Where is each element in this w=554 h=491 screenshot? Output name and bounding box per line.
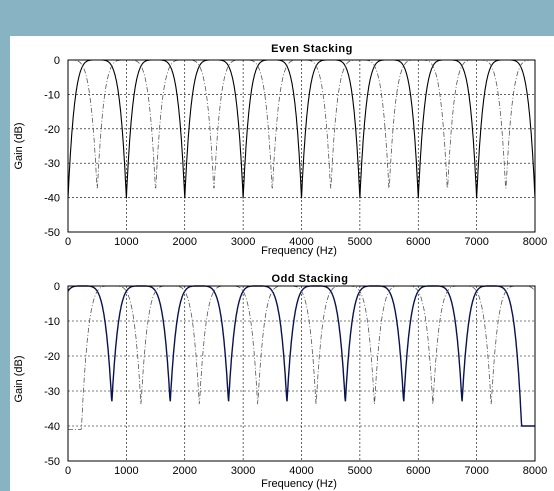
odd-stacking-chart: Odd Stacking 0 1000 2000 3000 4000 5000 6000 70…	[13, 273, 547, 490]
x-tick-label: 4000	[289, 236, 313, 248]
figure-panel: Even Stacking 0 1000 2000 3000 4000 5000 6000 7…	[10, 36, 554, 491]
grid-lines	[68, 286, 535, 461]
x-tick-labels: 0 1000 2000 3000 4000 5000 6000 7000 8000	[65, 465, 547, 477]
x-tick-label: 7000	[464, 236, 488, 248]
x-tick-label: 3000	[231, 236, 255, 248]
plot-frame	[67, 59, 536, 233]
x-tick-label: 6000	[406, 236, 430, 248]
x-tick-label: 5000	[348, 465, 372, 477]
y-tick-label: 0	[54, 55, 60, 67]
x-tick-label: 4000	[289, 465, 313, 477]
x-tick-label: 1000	[114, 465, 138, 477]
grid-lines	[68, 60, 535, 232]
series-line-solid	[67, 59, 536, 199]
y-tick-label: -50	[44, 456, 60, 468]
y-tick-label: -40	[44, 421, 60, 433]
x-tick-label: 8000	[523, 236, 547, 248]
x-tick-label: 3000	[231, 465, 255, 477]
y-tick-label: 0	[54, 281, 60, 293]
y-tick-label: -20	[44, 124, 60, 136]
y-axis-label: Gain (dB)	[13, 355, 25, 402]
x-tick-label: 1000	[114, 236, 138, 248]
y-axis-label: Gain (dB)	[13, 122, 25, 169]
even-stacking-chart: Even Stacking 0 1000 2000 3000 4000 5000 6000 7…	[13, 43, 547, 257]
y-tick-label: -40	[44, 193, 60, 205]
x-tick-labels: 0 1000 2000 3000 4000 5000 6000 7000 8000	[65, 236, 547, 248]
y-tick-label: -20	[44, 351, 60, 363]
x-axis-label: Frequency (Hz)	[261, 478, 337, 490]
y-tick-labels: 0 -10 -20 -30 -40 -50	[44, 55, 60, 239]
x-axis-label: Frequency (Hz)	[261, 245, 337, 257]
x-tick-label: 2000	[173, 465, 197, 477]
filterbank-figure: Even Stacking 0 1000 2000 3000 4000 5000 6000 7…	[13, 43, 547, 490]
plot-frame	[67, 285, 536, 462]
y-tick-label: -30	[44, 158, 60, 170]
x-tick-label: 5000	[348, 236, 372, 248]
y-tick-label: -30	[44, 386, 60, 398]
x-tick-label: 7000	[464, 465, 488, 477]
y-tick-labels: 0 -10 -20 -30 -40 -50	[44, 281, 60, 468]
x-tick-label: 6000	[406, 465, 430, 477]
x-tick-label: 0	[65, 465, 71, 477]
y-tick-label: -50	[44, 227, 60, 239]
y-tick-label: -10	[44, 89, 60, 101]
chart-title: Odd Stacking	[272, 273, 349, 285]
x-tick-label: 8000	[523, 465, 547, 477]
x-tick-label: 0	[65, 236, 71, 248]
x-tick-label: 2000	[173, 236, 197, 248]
chart-title: Even Stacking	[271, 43, 353, 55]
y-tick-label: -10	[44, 316, 60, 328]
